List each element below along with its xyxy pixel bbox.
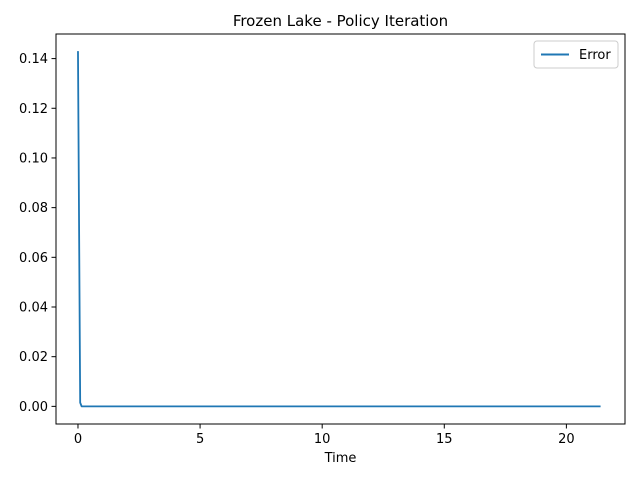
x-tick-label: 20 bbox=[558, 432, 575, 447]
legend-box bbox=[533, 40, 619, 69]
y-tick-label: 0.12 bbox=[19, 102, 48, 117]
x-axis-label: Time bbox=[324, 451, 357, 466]
y-tick-label: 0.06 bbox=[19, 251, 48, 266]
legend: Error bbox=[533, 40, 619, 69]
chart-title: Frozen Lake - Policy Iteration bbox=[233, 12, 448, 30]
y-tick-label: 0.10 bbox=[19, 151, 48, 166]
y-tick-label: 0.00 bbox=[19, 400, 48, 415]
x-tick-label: 10 bbox=[314, 432, 331, 447]
y-axis-ticks: 0.00 0.02 0.04 0.06 0.08 0.10 0.12 0.14 bbox=[19, 52, 56, 415]
x-tick-label: 0 bbox=[74, 432, 82, 447]
y-tick-label: 0.14 bbox=[19, 52, 48, 67]
y-tick-label: 0.02 bbox=[19, 350, 48, 365]
legend-label-error: Error bbox=[579, 48, 611, 63]
series-layer bbox=[77, 51, 601, 408]
x-axis-ticks: 0 5 10 15 20 bbox=[74, 424, 575, 447]
x-tick-label: 5 bbox=[196, 432, 204, 447]
plot-area-frame bbox=[55, 33, 626, 425]
x-tick-label: 15 bbox=[436, 432, 453, 447]
y-tick-label: 0.04 bbox=[19, 301, 48, 316]
y-tick-label: 0.08 bbox=[19, 201, 48, 216]
series-line-error bbox=[77, 51, 601, 408]
